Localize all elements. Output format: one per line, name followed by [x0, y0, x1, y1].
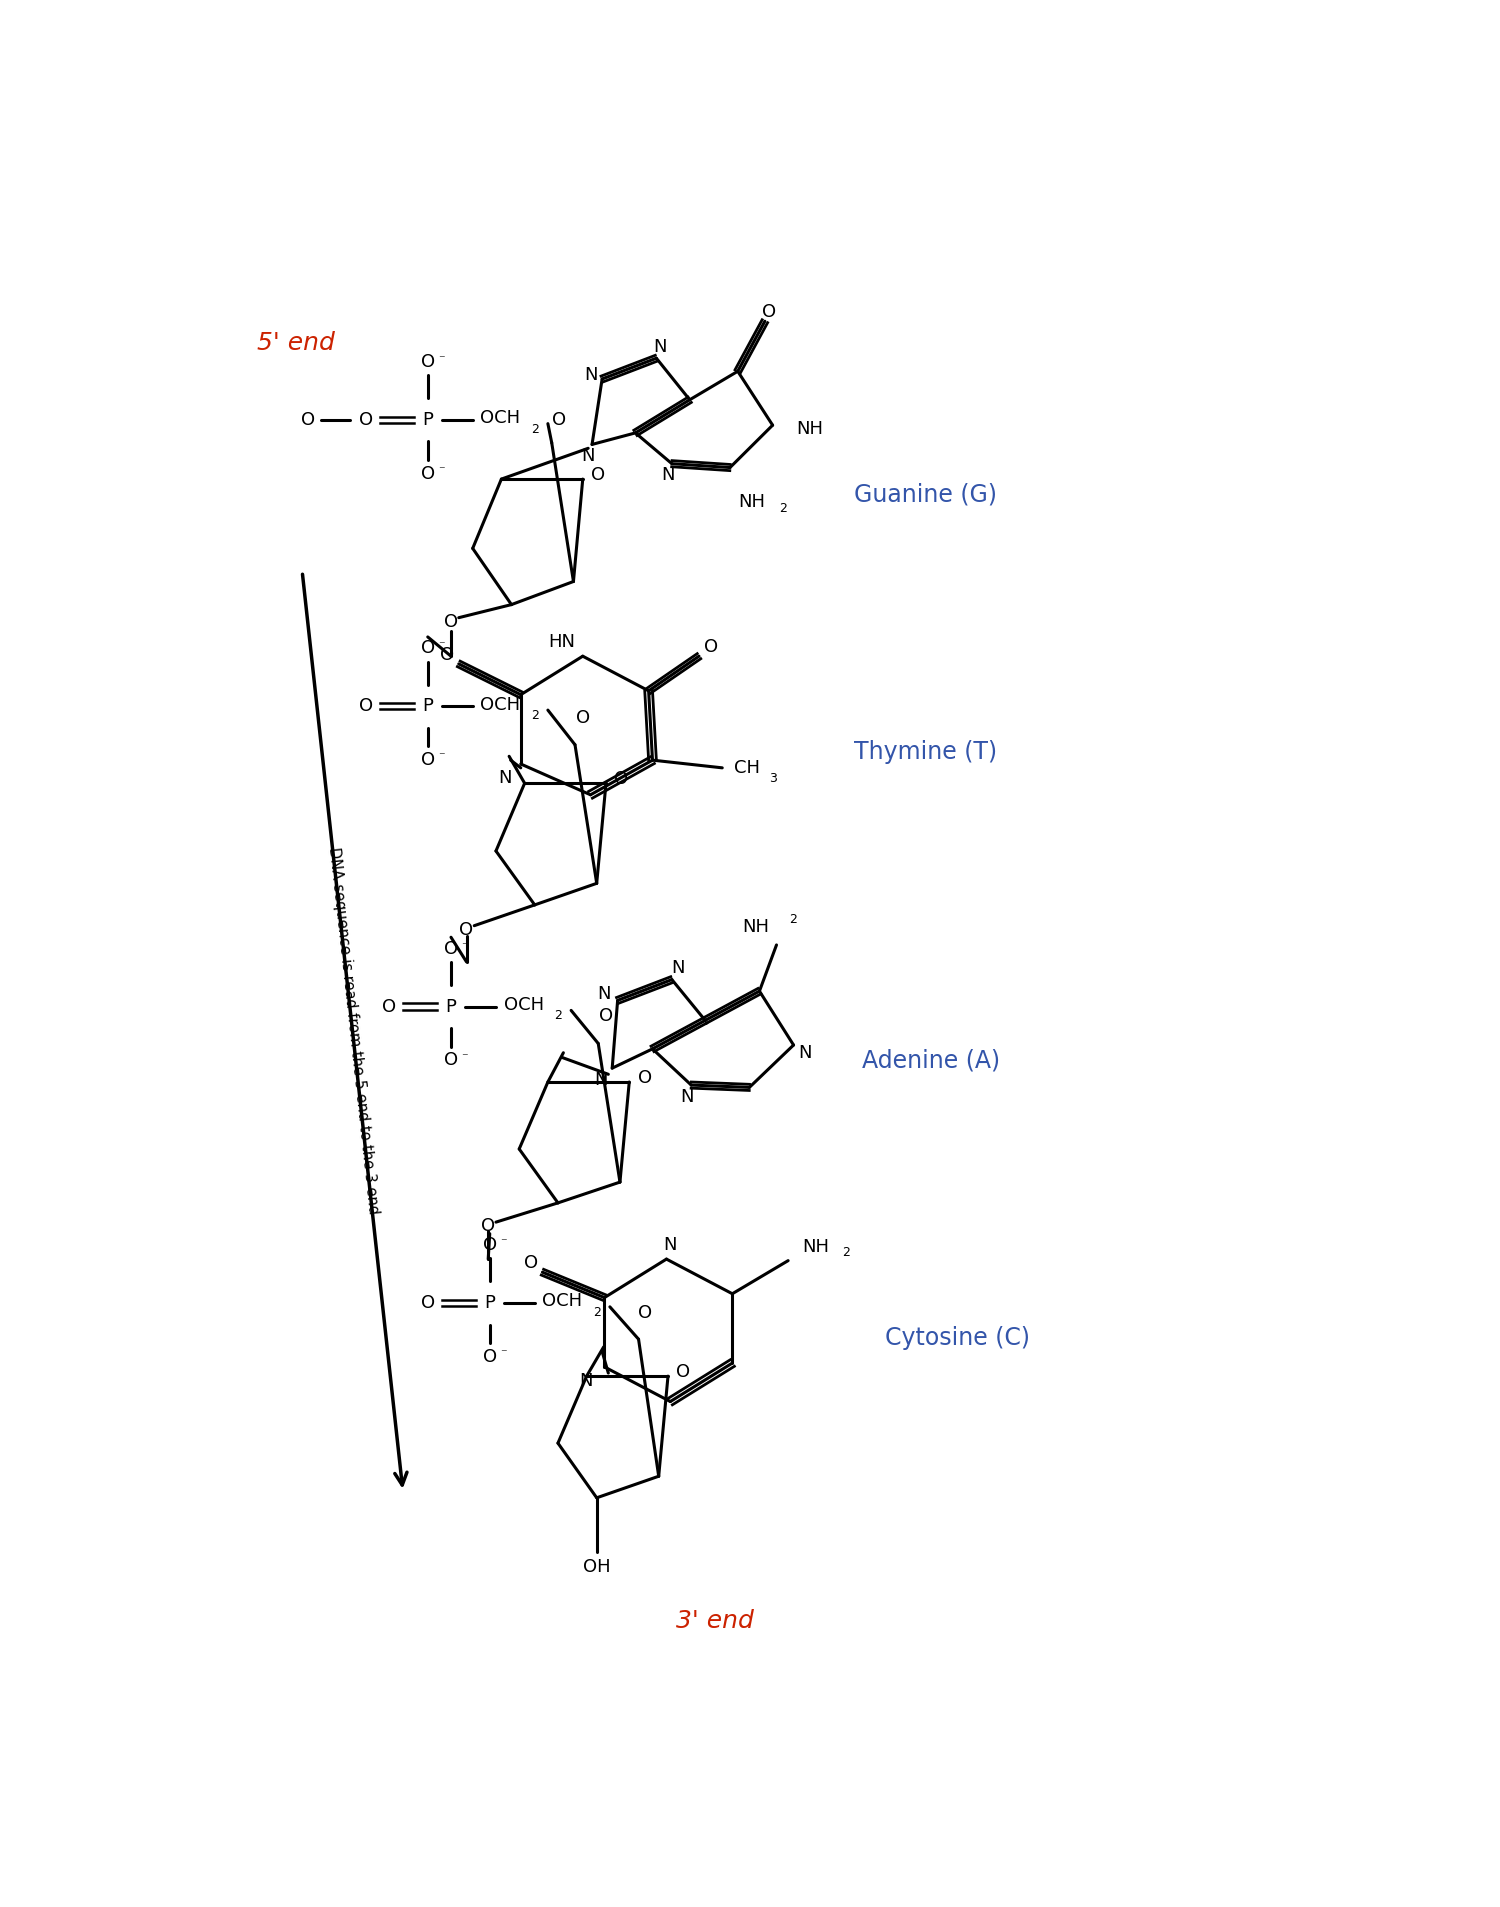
- Text: DNA sequence is read from the 5 end to the 3 end: DNA sequence is read from the 5 end to t…: [327, 847, 381, 1215]
- Text: O: O: [483, 1348, 496, 1365]
- Text: O: O: [444, 940, 458, 957]
- Text: ⁻: ⁻: [501, 1348, 507, 1360]
- Text: O: O: [459, 921, 474, 938]
- Text: 2: 2: [531, 709, 538, 723]
- Text: Adenine (A): Adenine (A): [861, 1049, 1000, 1072]
- Text: OCH: OCH: [480, 410, 520, 427]
- Text: ⁻: ⁻: [438, 751, 446, 763]
- Text: ⁻: ⁻: [462, 940, 468, 954]
- Text: O: O: [638, 1304, 652, 1322]
- Text: 5' end: 5' end: [258, 330, 334, 355]
- Text: 2: 2: [531, 423, 538, 435]
- Text: OCH: OCH: [480, 696, 520, 713]
- Text: N: N: [662, 465, 675, 484]
- Text: NH: NH: [796, 420, 824, 439]
- Text: N: N: [498, 769, 512, 788]
- Text: O: O: [552, 410, 567, 429]
- Text: O: O: [420, 639, 435, 658]
- Text: 2: 2: [554, 1009, 562, 1022]
- Text: O: O: [358, 698, 374, 715]
- Text: O: O: [420, 1295, 435, 1312]
- Text: ⁻: ⁻: [438, 639, 446, 652]
- Text: 3: 3: [768, 772, 777, 786]
- Text: N: N: [672, 959, 686, 976]
- Text: O: O: [444, 612, 458, 631]
- Text: O: O: [524, 1255, 538, 1272]
- Text: P: P: [423, 698, 433, 715]
- Text: O: O: [576, 709, 590, 727]
- Text: NH: NH: [802, 1238, 830, 1257]
- Text: O: O: [440, 646, 454, 664]
- Text: N: N: [584, 366, 597, 383]
- Text: NH: NH: [738, 494, 765, 511]
- Text: NH: NH: [741, 919, 768, 936]
- Text: N: N: [579, 1371, 592, 1390]
- Text: ⁻: ⁻: [462, 1051, 468, 1064]
- Text: N: N: [681, 1087, 694, 1106]
- Text: N: N: [654, 338, 668, 355]
- Text: O: O: [358, 410, 374, 429]
- Text: ⁻: ⁻: [438, 463, 446, 477]
- Text: O: O: [420, 353, 435, 372]
- Text: 2: 2: [789, 913, 798, 927]
- Text: N: N: [594, 1070, 608, 1089]
- Text: OCH: OCH: [543, 1293, 582, 1310]
- Text: OCH: OCH: [504, 995, 544, 1015]
- Text: HN: HN: [548, 633, 574, 652]
- Text: 2: 2: [778, 502, 786, 515]
- Text: O: O: [638, 1070, 652, 1087]
- Text: O: O: [420, 751, 435, 769]
- Text: 3' end: 3' end: [675, 1610, 753, 1632]
- Text: O: O: [420, 465, 435, 482]
- Text: Guanine (G): Guanine (G): [853, 482, 998, 507]
- Text: O: O: [483, 1236, 496, 1255]
- Text: N: N: [798, 1043, 812, 1062]
- Text: O: O: [762, 303, 776, 320]
- Text: Cytosine (C): Cytosine (C): [885, 1325, 1031, 1350]
- Text: N: N: [663, 1236, 676, 1255]
- Text: OH: OH: [584, 1558, 610, 1575]
- Text: ⁻: ⁻: [438, 353, 446, 366]
- Text: O: O: [444, 1051, 458, 1070]
- Text: O: O: [598, 1007, 613, 1024]
- Text: O: O: [615, 770, 628, 788]
- Text: 2: 2: [843, 1247, 850, 1259]
- Text: CH: CH: [734, 759, 760, 776]
- Text: 2: 2: [592, 1306, 600, 1320]
- Text: O: O: [704, 639, 717, 656]
- Text: ⁻: ⁻: [501, 1236, 507, 1249]
- Text: Thymine (T): Thymine (T): [853, 740, 998, 765]
- Text: P: P: [484, 1295, 495, 1312]
- Text: O: O: [482, 1217, 495, 1236]
- Text: O: O: [300, 410, 315, 429]
- Text: N: N: [597, 986, 610, 1003]
- Text: P: P: [423, 410, 433, 429]
- Text: O: O: [591, 465, 606, 484]
- Text: O: O: [382, 997, 396, 1016]
- Text: N: N: [582, 446, 596, 465]
- Text: O: O: [676, 1364, 690, 1381]
- Text: P: P: [446, 997, 456, 1016]
